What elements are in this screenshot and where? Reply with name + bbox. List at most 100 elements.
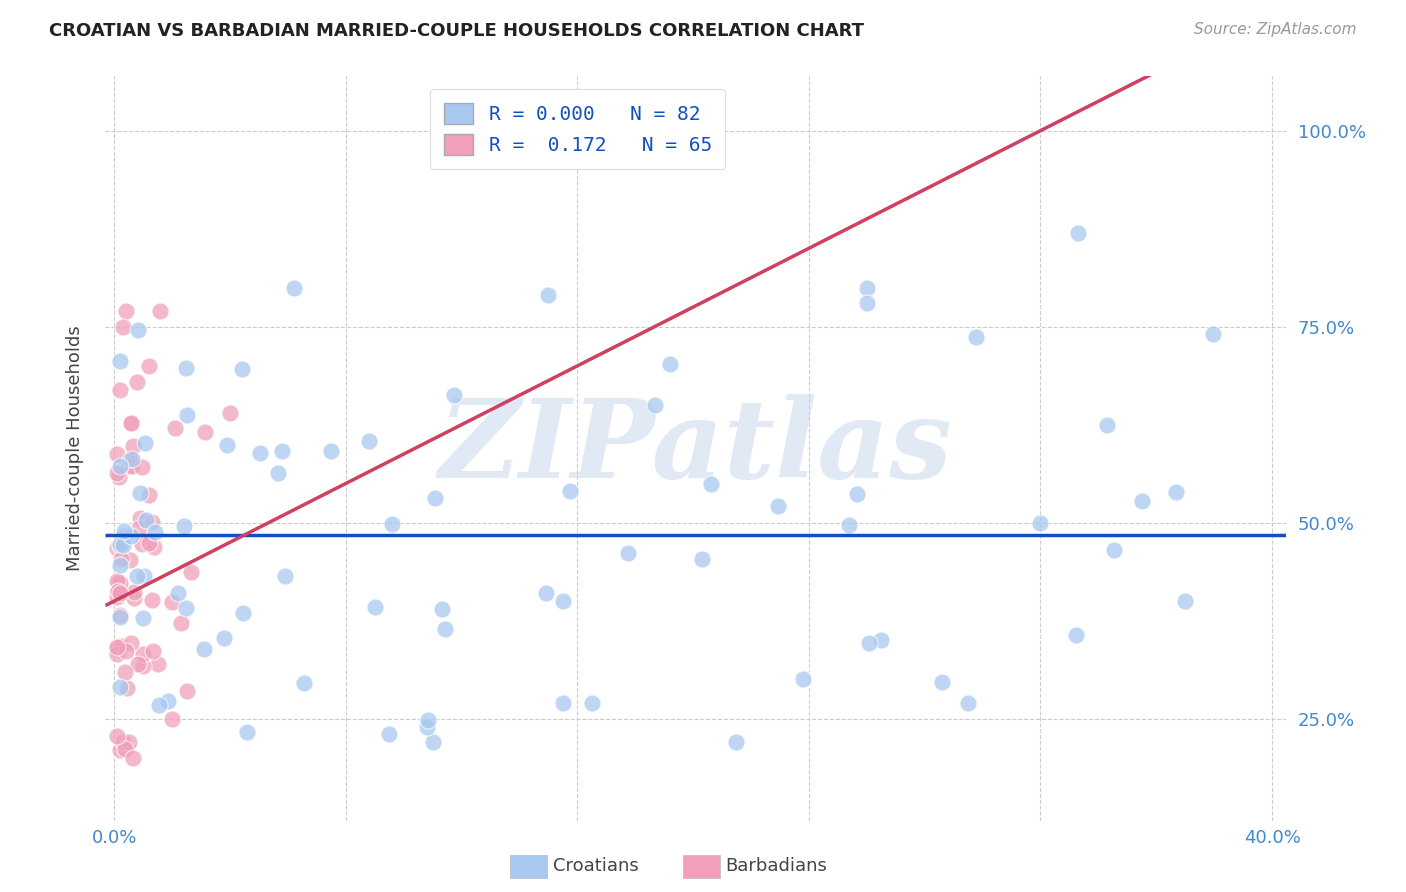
Y-axis label: Married-couple Households: Married-couple Households <box>66 326 84 571</box>
Point <box>166 586 188 600</box>
Point <box>319 444 342 458</box>
Point <box>105 729 128 743</box>
Point <box>176 684 198 698</box>
Point <box>138 359 160 373</box>
Point <box>581 696 603 710</box>
Point <box>105 574 128 589</box>
Point <box>121 458 143 473</box>
Point <box>118 451 141 466</box>
Point <box>108 608 131 623</box>
Point <box>283 280 305 294</box>
Point <box>134 436 156 450</box>
Point <box>690 551 713 566</box>
Point <box>114 304 136 318</box>
Point <box>132 611 155 625</box>
Point <box>357 434 380 449</box>
Point <box>108 585 131 599</box>
Point <box>1067 226 1090 240</box>
Point <box>132 568 155 582</box>
Point <box>122 439 145 453</box>
Point <box>108 610 131 624</box>
Point <box>432 602 454 616</box>
Point <box>120 636 142 650</box>
Point <box>1095 418 1118 433</box>
Point <box>700 477 723 491</box>
Point <box>219 406 242 420</box>
Point <box>616 546 638 560</box>
Point <box>266 466 288 480</box>
Point <box>110 575 132 590</box>
Point <box>112 529 135 543</box>
Text: Source: ZipAtlas.com: Source: ZipAtlas.com <box>1194 22 1357 37</box>
Point <box>149 304 172 318</box>
Point <box>165 421 187 435</box>
Point <box>858 636 880 650</box>
Point <box>870 633 893 648</box>
Point <box>551 594 574 608</box>
Point <box>215 438 238 452</box>
Point <box>108 469 131 483</box>
Point <box>725 735 748 749</box>
Point <box>143 524 166 539</box>
Point <box>560 484 582 499</box>
Point <box>132 647 155 661</box>
Point <box>1130 493 1153 508</box>
Point <box>111 319 134 334</box>
Point <box>110 551 132 566</box>
Point <box>128 486 150 500</box>
Point <box>174 360 197 375</box>
Point <box>131 459 153 474</box>
Point <box>108 537 131 551</box>
Point <box>364 600 387 615</box>
Point <box>180 566 202 580</box>
Point <box>125 569 148 583</box>
Text: ZIPatlas: ZIPatlas <box>439 394 953 502</box>
Point <box>659 357 682 371</box>
Point <box>105 647 128 661</box>
Point <box>160 712 183 726</box>
Point <box>138 536 160 550</box>
Text: Croatians: Croatians <box>553 857 638 875</box>
Point <box>127 657 149 671</box>
Point <box>128 511 150 525</box>
Point <box>231 606 253 620</box>
Point <box>212 631 235 645</box>
Point <box>174 601 197 615</box>
Point <box>108 743 131 757</box>
Point <box>416 713 439 727</box>
Point <box>143 540 166 554</box>
Point <box>156 694 179 708</box>
Point <box>423 491 446 505</box>
Point <box>105 447 128 461</box>
Point <box>105 640 128 655</box>
Text: CROATIAN VS BARBADIAN MARRIED-COUPLE HOUSEHOLDS CORRELATION CHART: CROATIAN VS BARBADIAN MARRIED-COUPLE HOU… <box>49 22 865 40</box>
Point <box>1064 628 1087 642</box>
Point <box>422 735 444 749</box>
Point <box>111 735 134 749</box>
Point <box>173 518 195 533</box>
Text: Barbadians: Barbadians <box>725 857 827 875</box>
Point <box>117 458 139 473</box>
Point <box>1174 594 1197 608</box>
Point <box>231 362 253 376</box>
Point <box>443 388 465 402</box>
Point <box>1202 327 1225 342</box>
Point <box>270 444 292 458</box>
Point <box>416 720 439 734</box>
Point <box>1104 542 1126 557</box>
Point <box>120 416 142 430</box>
Point <box>249 446 271 460</box>
Point <box>957 696 980 710</box>
Point <box>118 552 141 566</box>
Point <box>120 416 142 430</box>
Point <box>194 425 217 439</box>
Point <box>551 696 574 710</box>
Point <box>127 375 149 389</box>
Point <box>146 657 169 672</box>
Point <box>169 615 191 630</box>
Point <box>131 537 153 551</box>
Point <box>132 658 155 673</box>
Point <box>108 383 131 397</box>
Point <box>124 591 146 605</box>
Legend: R = 0.000   N = 82, R =  0.172   N = 65: R = 0.000 N = 82, R = 0.172 N = 65 <box>430 89 725 169</box>
